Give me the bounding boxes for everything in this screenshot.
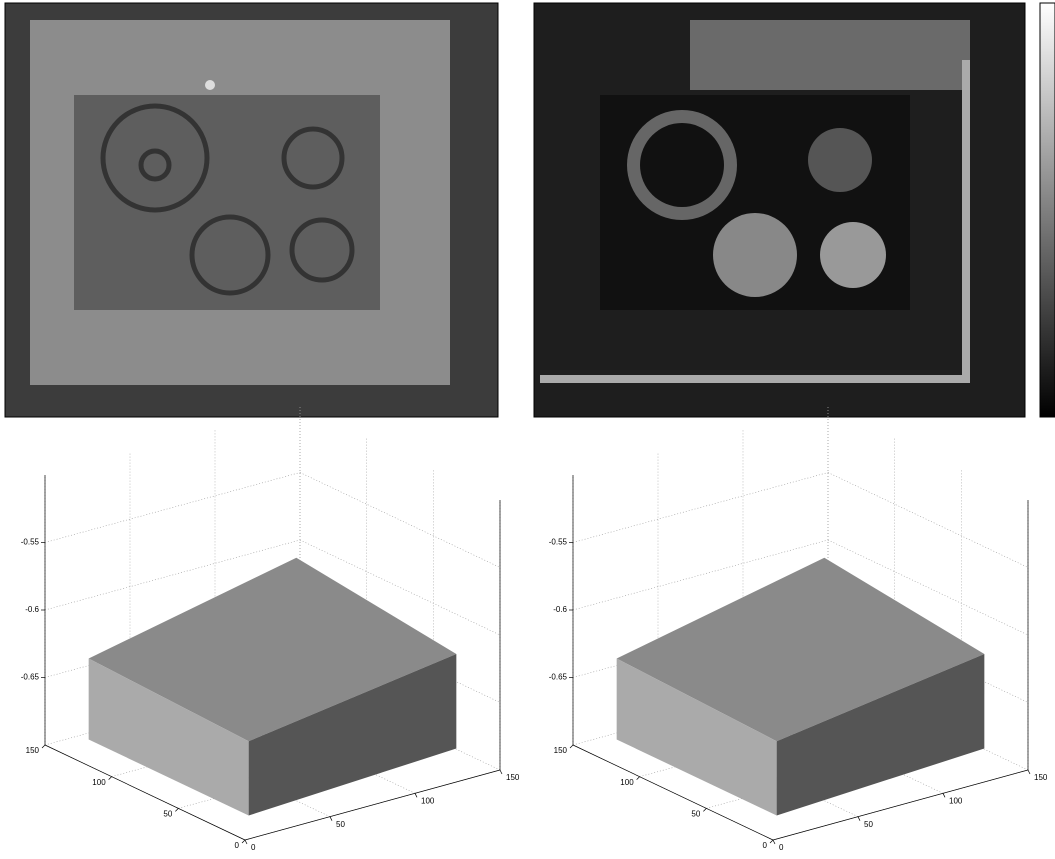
y-tick bbox=[109, 777, 112, 780]
grid-line bbox=[45, 473, 300, 543]
x-tick bbox=[415, 793, 417, 797]
grid-line bbox=[828, 473, 1028, 568]
z-tick-label: -0.6 bbox=[25, 605, 39, 614]
z-tick-label: -0.65 bbox=[549, 673, 568, 682]
x-tick-label: 50 bbox=[336, 820, 345, 829]
y-tick-label: 0 bbox=[235, 841, 240, 850]
x-tick bbox=[245, 840, 247, 844]
z-tick-label: -0.55 bbox=[21, 538, 40, 547]
y-tick-label: 100 bbox=[620, 778, 634, 787]
depth-image bbox=[534, 3, 1025, 417]
x-tick-label: 50 bbox=[864, 820, 873, 829]
y-tick-label: 50 bbox=[163, 809, 172, 818]
y-tick bbox=[42, 745, 45, 748]
x-tick bbox=[773, 840, 775, 844]
y-tick-label: 0 bbox=[763, 841, 768, 850]
x-tick bbox=[858, 817, 860, 821]
y-tick-label: 100 bbox=[92, 778, 106, 787]
x-tick bbox=[943, 793, 945, 797]
y-tick bbox=[703, 808, 706, 811]
grid-line bbox=[300, 473, 500, 568]
x-tick bbox=[500, 770, 502, 774]
x-tick-label: 100 bbox=[949, 796, 963, 805]
y-tick bbox=[175, 808, 178, 811]
x-tick-label: 0 bbox=[251, 843, 256, 852]
x-tick-label: 0 bbox=[779, 843, 784, 852]
colorbar bbox=[1040, 3, 1055, 417]
z-tick-label: -0.6 bbox=[553, 605, 567, 614]
intensity-image bbox=[5, 3, 498, 417]
y-tick-label: 150 bbox=[554, 746, 568, 755]
x-tick-label: 150 bbox=[1034, 773, 1048, 782]
z-tick-label: -0.65 bbox=[21, 673, 40, 682]
y-tick-label: 50 bbox=[691, 809, 700, 818]
y-tick bbox=[570, 745, 573, 748]
x-tick bbox=[1028, 770, 1030, 774]
z-tick-label: -0.55 bbox=[549, 538, 568, 547]
y-tick bbox=[637, 777, 640, 780]
figure: 050100150050100150-0.55-0.6-0.6505010015… bbox=[0, 0, 1055, 854]
x-tick bbox=[330, 817, 332, 821]
y-tick-label: 150 bbox=[26, 746, 40, 755]
y-tick bbox=[242, 840, 245, 843]
grid-line bbox=[573, 473, 828, 543]
x-tick-label: 100 bbox=[421, 796, 435, 805]
y-tick bbox=[770, 840, 773, 843]
x-tick-label: 150 bbox=[506, 773, 520, 782]
